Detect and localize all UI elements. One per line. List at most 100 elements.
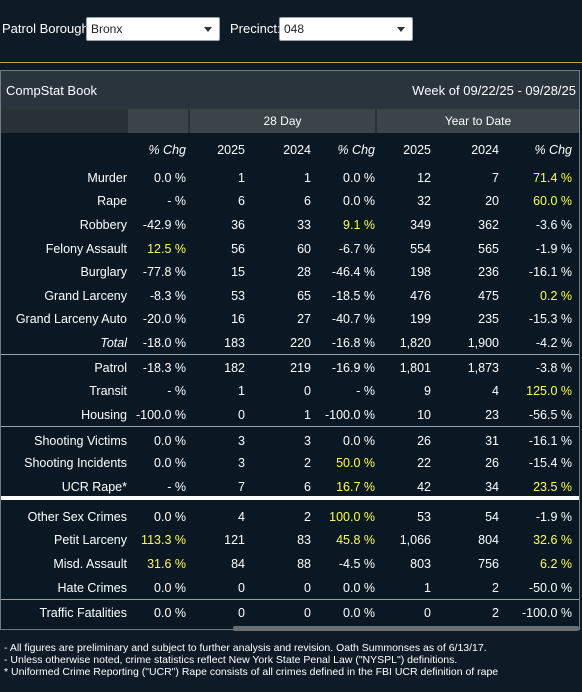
row-label: Shooting Incidents xyxy=(24,456,127,470)
table-cell: 2 xyxy=(492,581,499,595)
table-cell: -16.1 % xyxy=(528,434,572,448)
table-cell: -1.9 % xyxy=(535,242,572,256)
row-label: Burglary xyxy=(80,265,127,279)
row-label: Total xyxy=(100,336,127,350)
group-ytd-label: Year to Date xyxy=(444,114,512,128)
table-cell: 0.0 % xyxy=(343,194,375,208)
table-cell: 0 xyxy=(304,606,311,620)
table-cell: -1.9 % xyxy=(535,510,572,524)
footnotes: - All figures are preliminary and subjec… xyxy=(4,642,580,678)
row-label: Transit xyxy=(89,384,127,398)
table-cell: 121 xyxy=(224,533,245,547)
table-cell: 0 xyxy=(424,606,431,620)
table-cell: 0.0 % xyxy=(154,606,186,620)
group-header: 28 Day Year to Date xyxy=(1,109,579,133)
row-label: UCR Rape* xyxy=(61,480,127,494)
table-cell: 1,066 xyxy=(399,533,431,547)
table-cell: 0.0 % xyxy=(343,606,375,620)
table-cell: 0 xyxy=(238,606,245,620)
table-cell: 53 xyxy=(417,510,431,524)
section-divider-strong xyxy=(1,496,579,500)
table-cell: 45.8 % xyxy=(336,533,375,547)
table-cell: 0 xyxy=(304,581,311,595)
borough-value: Bronx xyxy=(91,22,123,36)
precinct-select[interactable]: 048 xyxy=(279,17,413,41)
table-cell: 1,900 xyxy=(467,336,499,350)
table-cell: 183 xyxy=(224,336,245,350)
table-cell: -40.7 % xyxy=(331,312,375,326)
table-cell: 125.0 % xyxy=(526,384,572,398)
table-row: Grand Larceny -8.3 % 53 65 -18.5 % 476 475 0.2 … xyxy=(1,284,579,308)
table-row: UCR Rape* - % 7 6 16.7 % 42 34 23.5 % xyxy=(1,475,579,499)
table-cell: 362 xyxy=(478,218,499,232)
table-cell: 1 xyxy=(304,408,311,422)
col-header: % Chg xyxy=(534,143,572,157)
table-row: Robbery -42.9 % 36 33 9.1 % 349 362 -3.6 % xyxy=(1,213,579,237)
table-cell: - % xyxy=(167,194,186,208)
row-label: Robbery xyxy=(79,218,127,232)
table-cell: -15.3 % xyxy=(528,312,572,326)
table-cell: 7 xyxy=(492,171,499,185)
horizontal-scrollbar[interactable] xyxy=(233,626,579,631)
table-cell: 1 xyxy=(238,171,245,185)
table-cell: 2 xyxy=(492,606,499,620)
table-cell: 0.0 % xyxy=(343,434,375,448)
table-row: Petit Larceny 113.3 % 121 83 45.8 % 1,066 804 3… xyxy=(1,528,579,552)
table-cell: -100.0 % xyxy=(521,606,572,620)
table-row: Other Sex Crimes 0.0 % 4 2 100.0 % 53 54 -1.9 % xyxy=(1,505,579,529)
table-cell: 28 xyxy=(297,265,311,279)
table-cell: 56 xyxy=(231,242,245,256)
footnote-3: * Uniformed Crime Reporting ("UCR") Rape… xyxy=(4,666,499,678)
row-label: Grand Larceny xyxy=(44,289,127,303)
row-label: Murder xyxy=(87,171,127,185)
table-cell: 65 xyxy=(297,289,311,303)
table-cell: 0.0 % xyxy=(154,510,186,524)
table-cell: 236 xyxy=(478,265,499,279)
table-cell: -8.3 % xyxy=(149,289,186,303)
table-cell: 0 xyxy=(238,581,245,595)
table-cell: -3.6 % xyxy=(535,218,572,232)
table-cell: - % xyxy=(167,384,186,398)
table-cell: 23.5 % xyxy=(533,480,572,494)
panel-header: CompStat Book Week of 09/22/25 - 09/28/2… xyxy=(1,71,579,109)
table-row: Misd. Assault 31.6 % 84 88 -4.5 % 803 756 6.2 % xyxy=(1,552,579,576)
table-cell: -16.8 % xyxy=(331,336,375,350)
table-cell: 804 xyxy=(478,533,499,547)
col-header: 2024 xyxy=(283,143,311,157)
group-28day-label: 28 Day xyxy=(263,114,302,128)
table-cell: 554 xyxy=(410,242,431,256)
column-header-row: % Chg 2025 2024 % Chg 2025 2024 % Chg xyxy=(1,138,579,162)
table-cell: 71.4 % xyxy=(533,171,572,185)
table-cell: 88 xyxy=(297,557,311,571)
table-cell: 1,820 xyxy=(399,336,431,350)
borough-select[interactable]: Bronx xyxy=(86,17,220,41)
table-cell: -42.9 % xyxy=(142,218,186,232)
row-label: Hate Crimes xyxy=(57,581,127,595)
table-cell: 26 xyxy=(417,434,431,448)
table-cell: -56.5 % xyxy=(528,408,572,422)
table-cell: -16.9 % xyxy=(331,361,375,375)
divider xyxy=(0,62,582,63)
table-cell: -4.5 % xyxy=(338,557,375,571)
table-cell: 12.5 % xyxy=(147,242,186,256)
table-cell: 20 xyxy=(485,194,499,208)
table-cell: -15.4 % xyxy=(528,456,572,470)
table-cell: 3 xyxy=(238,434,245,448)
table-cell: 83 xyxy=(297,533,311,547)
table-cell: 0.2 % xyxy=(540,289,572,303)
row-label: Rape xyxy=(97,194,127,208)
table-cell: -18.3 % xyxy=(142,361,186,375)
table-cell: 475 xyxy=(478,289,499,303)
table-cell: 16.7 % xyxy=(336,480,375,494)
panel-title: CompStat Book xyxy=(6,83,98,98)
group-header-blank xyxy=(128,109,188,133)
table-cell: 235 xyxy=(478,312,499,326)
filter-bar: Patrol Borough: Bronx Precinct: 048 xyxy=(0,0,582,62)
table-cell: 476 xyxy=(410,289,431,303)
table-cell: 60.0 % xyxy=(533,194,572,208)
section-divider xyxy=(1,599,579,600)
table-cell: 3 xyxy=(304,434,311,448)
table-cell: 349 xyxy=(410,218,431,232)
table-cell: 34 xyxy=(485,480,499,494)
table-cell: 1,801 xyxy=(399,361,431,375)
